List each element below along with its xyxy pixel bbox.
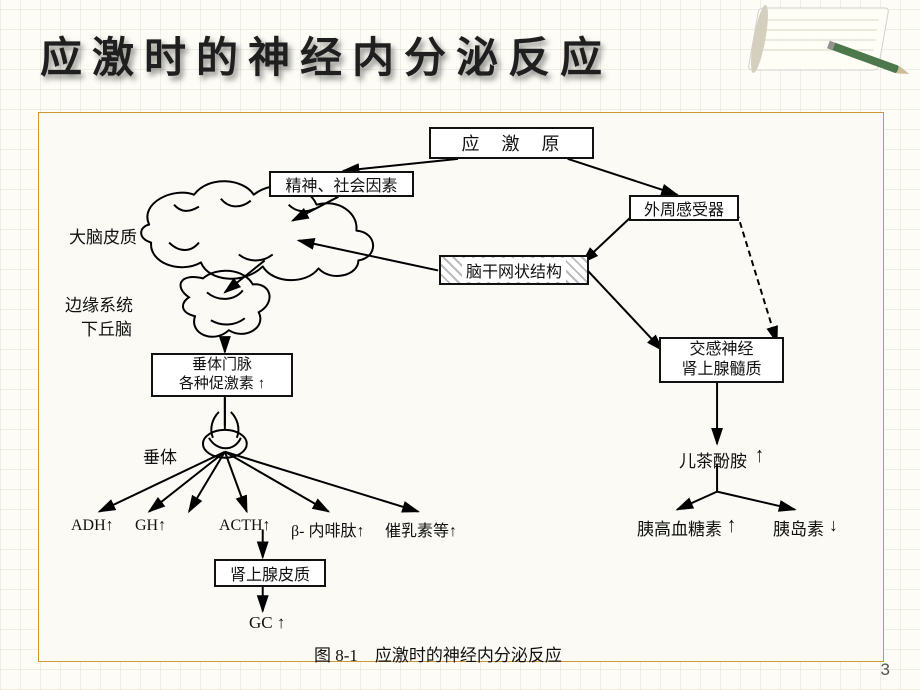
label-pituitary: 垂体	[143, 443, 177, 468]
hormone-gh: GH↑	[135, 517, 166, 535]
label-hypothal: 下丘脑	[81, 315, 132, 340]
node-sympath: 交感神经 肾上腺髓质	[659, 337, 784, 383]
label-glucagon-up: ↑	[727, 515, 736, 536]
figure-caption: 图 8-1 应激时的神经内分泌反应	[314, 641, 562, 666]
limbic-drawing	[181, 271, 270, 337]
label-catechol: 儿茶酚胺	[679, 447, 747, 472]
figure-frame: 应 激 原 精神、社会因素 外周感受器 脑干网状结构 垂体门脉 各种促激素 ↑ …	[38, 112, 884, 662]
label-catechol-up: ↑	[755, 445, 764, 466]
node-adrenal: 肾上腺皮质	[214, 559, 326, 587]
hormone-adh: ADH↑	[71, 517, 114, 535]
notebook-corner-icon	[740, 2, 910, 92]
page-number: 3	[881, 660, 890, 680]
label-cortex: 大脑皮质	[69, 223, 137, 248]
node-stressor: 应 激 原	[429, 127, 594, 159]
node-portal: 垂体门脉 各种促激素 ↑	[151, 353, 293, 397]
hormone-acth: ACTH↑	[219, 517, 271, 535]
node-peripheral: 外周感受器	[629, 195, 739, 221]
slide-title: 应激时的神经内分泌反应	[40, 24, 612, 85]
label-insulin: 胰岛素	[773, 515, 824, 540]
hormone-prl: 催乳素等↑	[385, 517, 457, 541]
label-gc: GC ↑	[249, 613, 285, 633]
node-brainstem: 脑干网状结构	[439, 255, 589, 285]
label-insulin-dn: ↓	[829, 515, 838, 536]
label-limbic: 边缘系统	[65, 291, 133, 316]
hormone-bendo: β- 内啡肽↑	[291, 517, 364, 541]
label-glucagon: 胰高血糖素	[637, 515, 722, 540]
node-psych: 精神、社会因素	[269, 171, 414, 197]
